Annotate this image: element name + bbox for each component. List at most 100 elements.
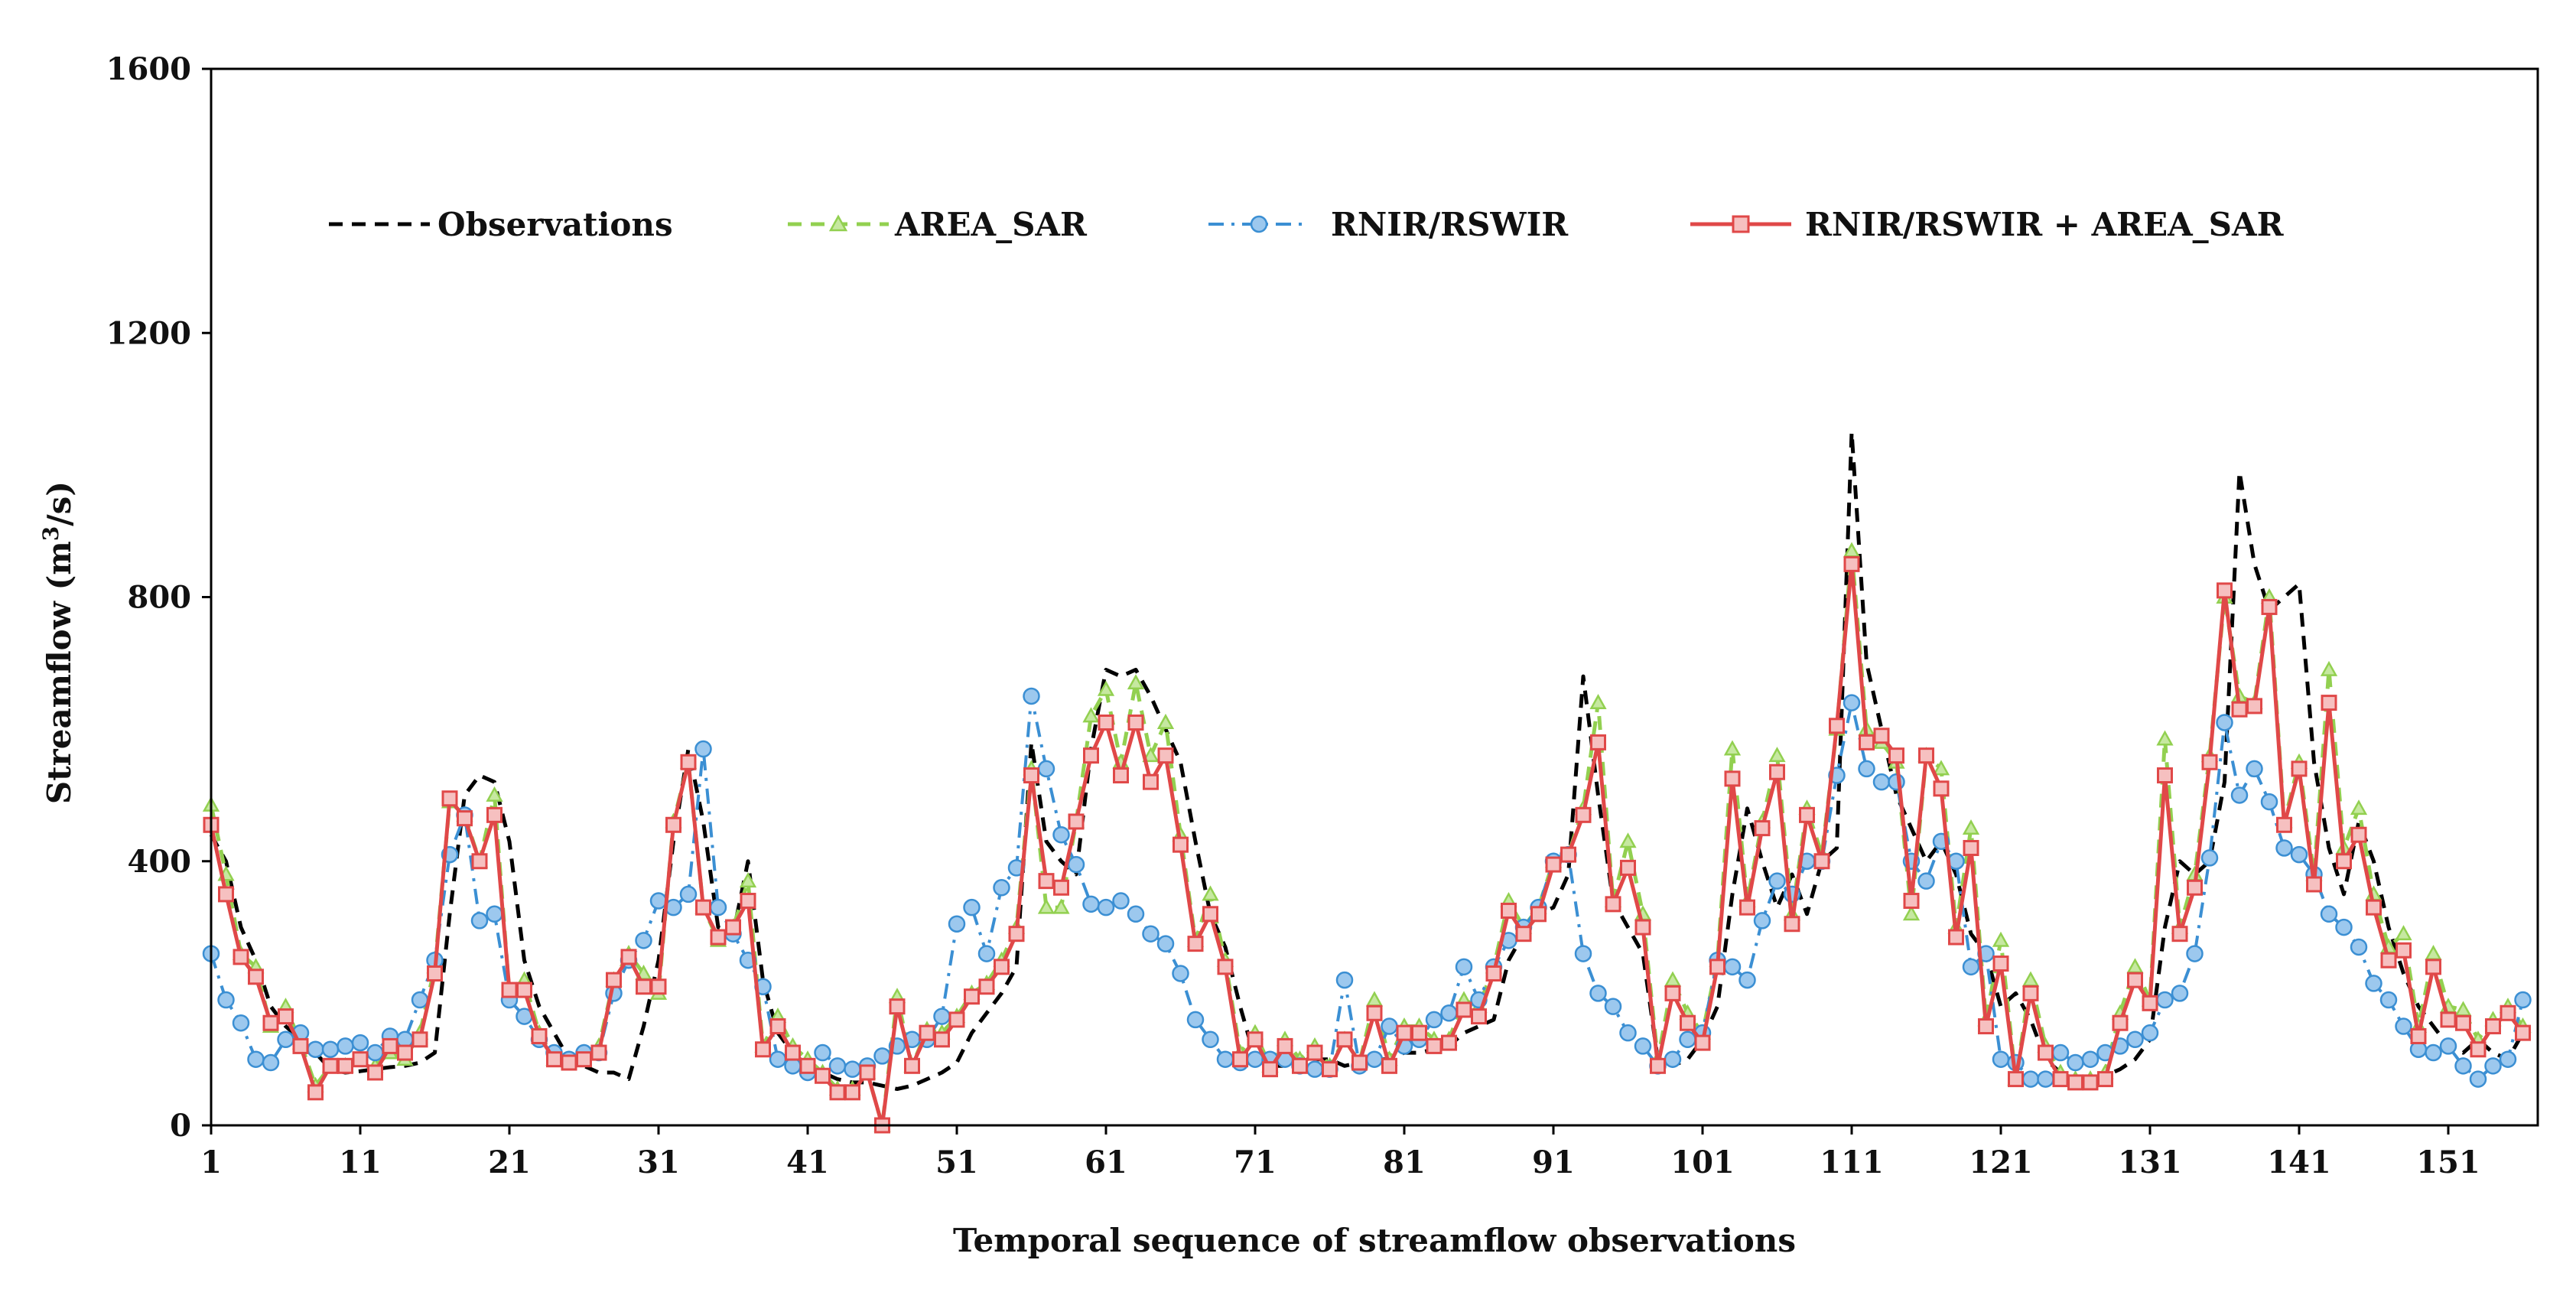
data-point	[636, 978, 652, 995]
data-point	[2082, 1074, 2099, 1091]
data-point	[1142, 925, 1160, 943]
data-point	[2260, 793, 2278, 811]
x-tick-labels: 1 11 21 31 41 51 61 71 81 91 101 111 121 131 141 151	[200, 1144, 2480, 1180]
data-point	[1113, 767, 1129, 784]
data-point	[2395, 1017, 2412, 1035]
data-point	[2021, 971, 2040, 987]
data-point	[679, 885, 698, 903]
data-point	[531, 1027, 548, 1044]
data-point	[978, 978, 995, 995]
data-point	[1038, 873, 1055, 890]
data-point	[1963, 839, 1979, 856]
data-point	[1455, 958, 1473, 976]
data-point	[606, 972, 622, 988]
data-point	[1992, 956, 2009, 972]
data-point	[1381, 1057, 1397, 1074]
data-point	[2200, 849, 2219, 867]
data-point	[1052, 898, 1070, 914]
data-point	[785, 1044, 801, 1061]
data-point	[337, 1037, 354, 1055]
legend-item: RNIR/RSWIR	[1208, 206, 1569, 243]
data-point	[2425, 945, 2442, 961]
data-point	[2156, 991, 2174, 1009]
legend-swatch-marker	[828, 214, 848, 232]
data-point	[635, 932, 652, 949]
data-point	[1873, 728, 1890, 744]
data-point	[1336, 1031, 1353, 1048]
data-point	[1083, 747, 1099, 764]
x-tick-label: 91	[1532, 1144, 1575, 1180]
data-point	[2067, 1053, 2084, 1072]
data-point	[1365, 991, 1384, 1007]
data-point	[2485, 1018, 2501, 1035]
data-point	[367, 1064, 383, 1081]
data-point	[1381, 1017, 1398, 1035]
data-point	[471, 853, 488, 870]
data-point	[1127, 905, 1145, 923]
y-axis-title: Streamflow (m3/s)	[38, 481, 78, 804]
data-point	[620, 949, 637, 965]
data-point	[1441, 1034, 1457, 1051]
data-point	[1739, 899, 1755, 916]
data-point	[1351, 1054, 1368, 1071]
data-point	[2320, 905, 2338, 923]
data-point	[2454, 1001, 2472, 1017]
data-point	[710, 929, 727, 946]
data-point	[889, 998, 906, 1015]
data-point	[1992, 931, 2010, 947]
data-point	[1292, 1057, 1308, 1074]
data-point	[1620, 859, 1636, 876]
data-point	[1217, 959, 1234, 975]
data-point	[2038, 1044, 2054, 1061]
x-tick-label: 51	[935, 1144, 978, 1180]
data-point	[2217, 582, 2233, 599]
data-point	[1650, 1057, 1666, 1074]
data-point	[232, 1014, 250, 1032]
data-point	[1619, 1024, 1637, 1042]
data-point	[1888, 747, 1904, 764]
data-point	[218, 886, 234, 903]
data-point	[2022, 985, 2039, 1001]
data-point	[2470, 1041, 2487, 1058]
data-point	[1396, 1024, 1413, 1041]
data-point	[1917, 872, 1935, 890]
y-tick-labels: 0 400 800 1200 1600	[106, 51, 191, 1144]
data-point	[1560, 846, 1576, 863]
data-point	[1933, 780, 1950, 797]
data-point	[1769, 763, 1785, 780]
data-point	[799, 1057, 816, 1074]
data-point	[2500, 1004, 2516, 1021]
data-point	[2261, 598, 2278, 615]
data-point	[1903, 893, 1920, 910]
data-point	[248, 969, 264, 985]
data-point	[1127, 674, 1145, 690]
data-point	[2410, 1027, 2427, 1044]
data-point	[1724, 770, 1741, 787]
data-point	[233, 949, 249, 965]
data-point	[1753, 912, 1771, 929]
data-point	[2037, 1070, 2054, 1088]
data-point	[1664, 1050, 1682, 1068]
data-point	[397, 1044, 413, 1061]
data-point	[1173, 836, 1189, 853]
x-tick-label: 81	[1383, 1144, 1426, 1180]
data-point	[2336, 853, 2352, 870]
data-point	[1738, 971, 1756, 989]
data-point	[262, 1053, 280, 1072]
data-point	[321, 1040, 340, 1058]
data-point	[1306, 1060, 1324, 1078]
data-point	[2051, 1043, 2070, 1062]
data-point	[1962, 958, 1980, 976]
data-point	[2216, 714, 2233, 731]
data-point	[292, 1037, 309, 1054]
data-point	[486, 806, 503, 823]
data-point	[2127, 972, 2143, 988]
data-point	[1978, 1018, 1994, 1035]
data-point	[1723, 740, 1742, 756]
data-point	[1023, 687, 1040, 705]
data-point	[2439, 1037, 2457, 1055]
x-tick-label: 121	[1969, 1144, 2033, 1180]
data-point	[904, 1057, 920, 1074]
data-point	[1067, 855, 1085, 874]
data-point	[337, 1057, 353, 1074]
